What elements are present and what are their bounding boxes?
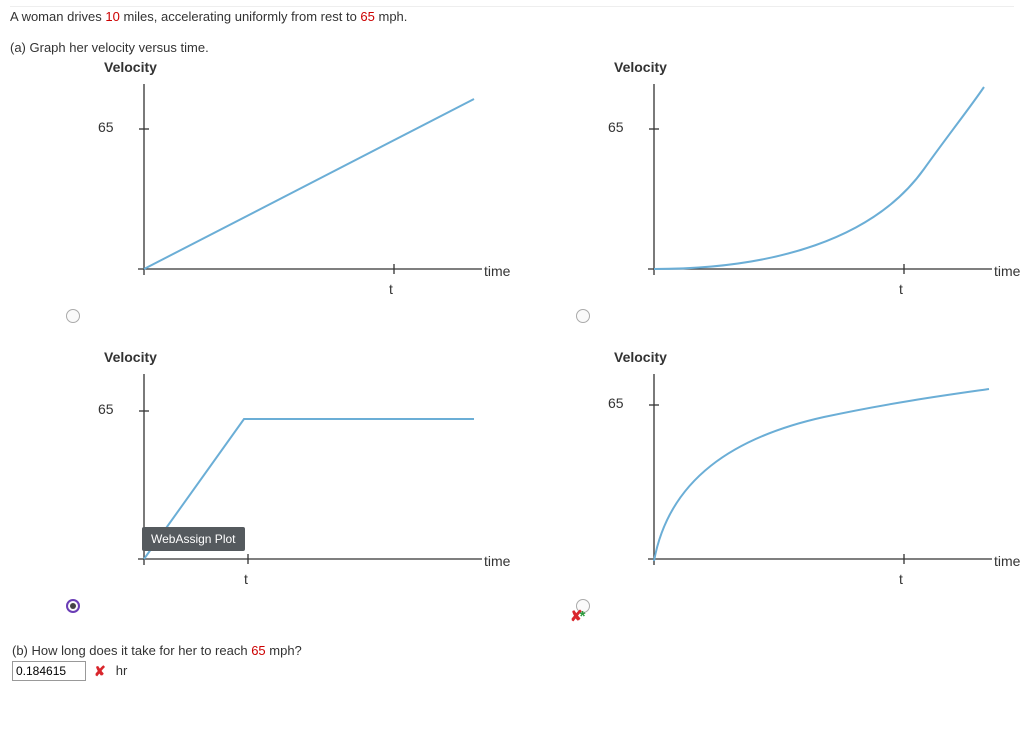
radio-option-a[interactable] [66, 309, 80, 323]
part-a-label: (a) Graph her velocity versus time. [10, 40, 1014, 55]
unit-label: hr [116, 663, 128, 678]
feedback-icon: ✘* [570, 607, 585, 625]
chart-a-svg [84, 59, 514, 329]
chart-b: Velocity 65 t time [594, 59, 1024, 329]
chart-option-d: ✘* Velocity 65 t time [570, 349, 1024, 619]
chart-d: Velocity 65 t time [594, 349, 1024, 619]
chart-a: Velocity 65 t time [84, 59, 514, 329]
chart-option-a: Velocity 65 t time [60, 59, 530, 329]
part-b: (b) How long does it take for her to rea… [12, 643, 1014, 681]
radio-option-c[interactable] [66, 599, 80, 613]
text: A woman drives [10, 9, 105, 24]
value-65: 65 [360, 9, 374, 24]
chart-c: Velocity 65 t time WebAssign Plot [84, 349, 514, 619]
part-b-label: (b) How long does it take for her to rea… [12, 643, 1014, 658]
chart-c-svg [84, 349, 514, 619]
chart-option-c: Velocity 65 t time WebAssign Plot [60, 349, 530, 619]
value-65: 65 [251, 643, 265, 658]
chart-option-b: Velocity 65 t time [570, 59, 1024, 329]
problem-statement: A woman drives 10 miles, accelerating un… [10, 6, 1014, 38]
star-icon: * [580, 608, 586, 625]
tooltip-webassign-plot: WebAssign Plot [142, 527, 245, 551]
answer-input[interactable] [12, 661, 86, 681]
wrong-x-icon: ✘ [94, 663, 106, 679]
radio-option-b[interactable] [576, 309, 590, 323]
text: mph. [375, 9, 408, 24]
chart-grid: Velocity 65 t time Velocity 65 t time [60, 59, 1014, 619]
chart-b-svg [594, 59, 1024, 329]
text: miles, accelerating uniformly from rest … [120, 9, 361, 24]
value-10: 10 [105, 9, 119, 24]
chart-d-svg [594, 349, 1024, 619]
